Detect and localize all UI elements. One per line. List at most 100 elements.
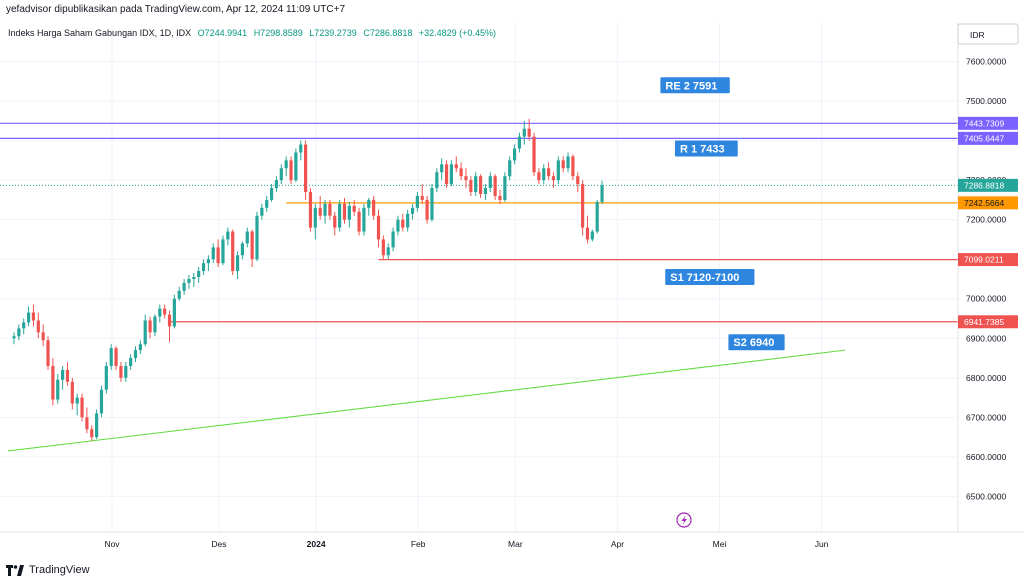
candle[interactable] (211, 243, 215, 264)
candle[interactable] (274, 176, 279, 192)
candle[interactable] (318, 195, 322, 220)
candle[interactable] (36, 312, 40, 339)
candle[interactable] (474, 172, 478, 196)
candles-layer[interactable] (12, 118, 604, 442)
candle[interactable] (551, 172, 556, 189)
candle[interactable] (372, 195, 376, 220)
candle[interactable] (488, 172, 492, 192)
candle[interactable] (26, 306, 31, 327)
candle[interactable] (289, 156, 293, 185)
candle[interactable] (304, 140, 308, 200)
candle[interactable] (333, 211, 337, 236)
candle[interactable] (167, 310, 172, 343)
candle[interactable] (177, 286, 181, 301)
candle[interactable] (153, 314, 157, 337)
candle[interactable] (508, 156, 512, 181)
candle[interactable] (294, 148, 298, 183)
candle[interactable] (31, 304, 36, 327)
candle[interactable] (65, 362, 70, 386)
candle[interactable] (22, 318, 26, 335)
candle[interactable] (172, 294, 176, 329)
candle[interactable] (517, 132, 522, 153)
candle[interactable] (192, 273, 196, 287)
currency-box[interactable] (957, 23, 1019, 45)
candle[interactable] (95, 409, 99, 440)
candle[interactable] (51, 358, 55, 406)
candle[interactable] (590, 229, 594, 242)
candle[interactable] (235, 251, 240, 279)
candle[interactable] (80, 393, 84, 422)
candle[interactable] (114, 346, 118, 370)
candle[interactable] (357, 207, 361, 236)
candle[interactable] (440, 158, 444, 181)
candle[interactable] (342, 197, 347, 224)
candle[interactable] (493, 174, 497, 200)
candle[interactable] (547, 162, 551, 181)
annotation-label[interactable]: S2 6940 (728, 334, 785, 351)
annotation-label[interactable]: RE 2 7591 (660, 77, 730, 94)
candle[interactable] (386, 243, 390, 260)
candle[interactable] (61, 365, 65, 390)
candle[interactable] (308, 188, 313, 232)
candle[interactable] (464, 168, 468, 189)
candle[interactable] (163, 304, 167, 319)
candle[interactable] (367, 197, 371, 216)
candle[interactable] (279, 164, 283, 185)
candle[interactable] (459, 162, 463, 181)
candle[interactable] (216, 239, 220, 268)
candle[interactable] (478, 174, 483, 198)
candle[interactable] (226, 227, 230, 246)
annotation-label[interactable]: S1 7120-7100 (665, 269, 755, 285)
candle[interactable] (182, 278, 186, 295)
candle[interactable] (75, 393, 79, 416)
candle[interactable] (119, 362, 123, 382)
candle[interactable] (430, 184, 434, 222)
candle[interactable] (138, 340, 142, 355)
candle[interactable] (537, 168, 541, 185)
candle[interactable] (250, 229, 254, 268)
candle[interactable] (522, 120, 526, 145)
candle[interactable] (542, 164, 546, 185)
time-axis[interactable]: Nov Des 2024 Feb Mar Apr Mei Jun (104, 539, 828, 549)
candle[interactable] (396, 215, 400, 236)
candle[interactable] (240, 241, 245, 260)
candle[interactable] (197, 267, 201, 283)
candle[interactable] (328, 199, 332, 220)
candle[interactable] (17, 324, 21, 341)
candle[interactable] (187, 275, 191, 289)
price-axis-bg[interactable] (958, 22, 1024, 532)
candle[interactable] (158, 304, 162, 323)
candle[interactable] (381, 235, 385, 260)
candle[interactable] (129, 354, 133, 370)
candle[interactable] (269, 184, 274, 202)
candle[interactable] (221, 235, 225, 266)
candle[interactable] (352, 199, 356, 216)
candle[interactable] (56, 373, 60, 404)
candle[interactable] (85, 407, 89, 434)
candle[interactable] (483, 184, 488, 200)
candle[interactable] (498, 190, 502, 204)
candle[interactable] (260, 203, 264, 220)
candle[interactable] (133, 346, 138, 362)
candle[interactable] (410, 203, 415, 220)
candle[interactable] (245, 227, 249, 248)
candle[interactable] (313, 203, 317, 240)
candle[interactable] (41, 324, 45, 347)
candle[interactable] (527, 118, 531, 141)
candle[interactable] (70, 377, 74, 410)
candle[interactable] (556, 156, 560, 185)
candle[interactable] (444, 160, 449, 189)
candle[interactable] (201, 259, 206, 276)
candle[interactable] (46, 336, 50, 370)
trendline[interactable] (7, 349, 846, 452)
candle[interactable] (109, 344, 113, 370)
candle[interactable] (124, 362, 128, 382)
candle[interactable] (104, 362, 108, 394)
candle[interactable] (512, 144, 517, 165)
candle[interactable] (12, 332, 16, 345)
candle[interactable] (532, 132, 536, 177)
candle[interactable] (503, 172, 507, 202)
candle[interactable] (347, 201, 351, 228)
candle[interactable] (391, 227, 395, 252)
